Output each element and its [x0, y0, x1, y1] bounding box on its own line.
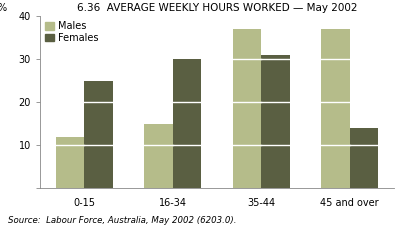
Bar: [350, 128, 378, 188]
Text: Source:  Labour Force, Australia, May 2002 (6203.0).: Source: Labour Force, Australia, May 200…: [8, 216, 237, 225]
Bar: [261, 55, 289, 188]
Bar: [56, 137, 84, 188]
Bar: [84, 81, 113, 188]
Bar: [145, 124, 173, 188]
Legend: Males, Females: Males, Females: [45, 21, 99, 43]
Text: %: %: [0, 3, 6, 13]
Bar: [173, 59, 201, 188]
Title: 6.36  AVERAGE WEEKLY HOURS WORKED — May 2002: 6.36 AVERAGE WEEKLY HOURS WORKED — May 2…: [77, 3, 357, 13]
Bar: [233, 29, 261, 188]
Bar: [321, 29, 350, 188]
